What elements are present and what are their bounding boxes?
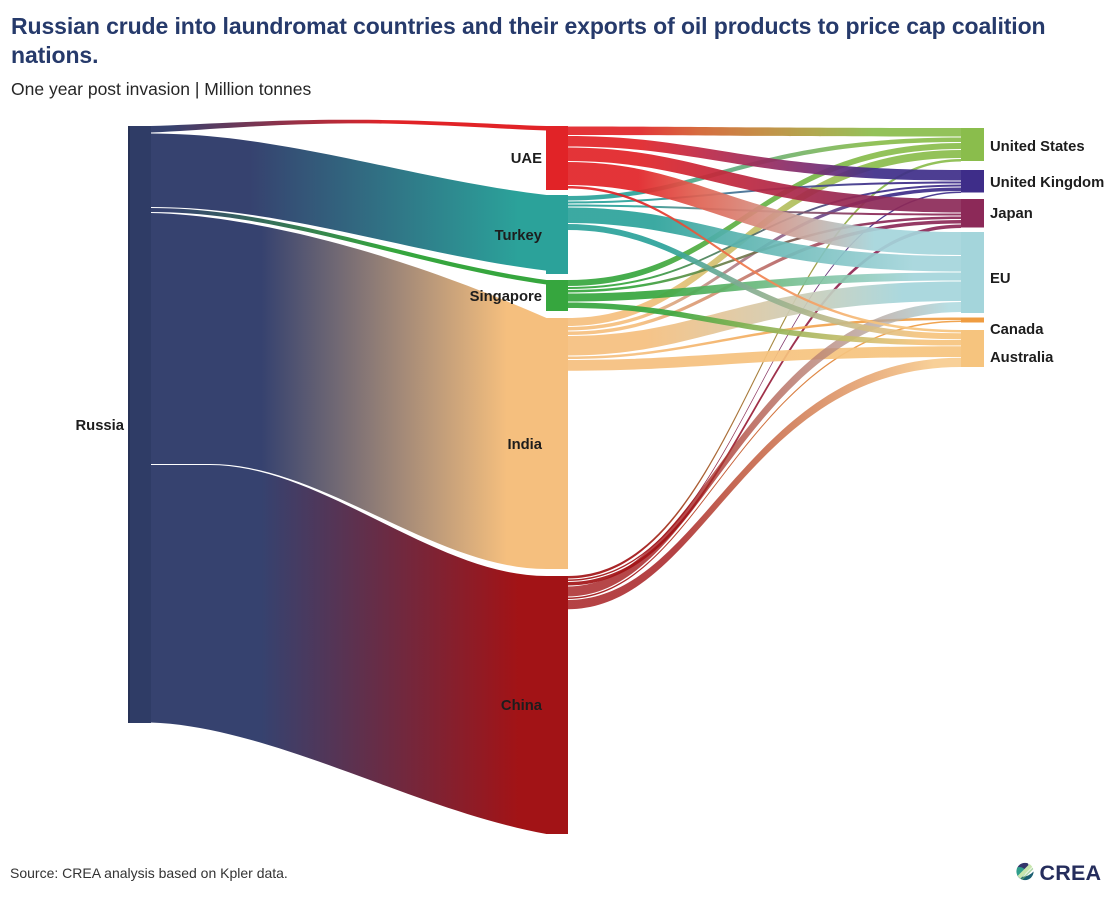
svg-text:EU: EU	[990, 271, 1011, 287]
svg-text:Russia: Russia	[75, 418, 124, 434]
svg-text:United States: United States	[990, 139, 1085, 155]
svg-text:India: India	[507, 437, 542, 453]
svg-text:China: China	[501, 698, 543, 714]
svg-text:Turkey: Turkey	[495, 228, 543, 244]
svg-text:United Kingdom: United Kingdom	[990, 175, 1104, 191]
svg-text:Canada: Canada	[990, 322, 1044, 338]
svg-text:UAE: UAE	[511, 151, 542, 167]
svg-text:Japan: Japan	[990, 206, 1033, 222]
svg-text:Australia: Australia	[990, 350, 1054, 366]
svg-text:CREA: CREA	[1040, 861, 1102, 885]
svg-text:Singapore: Singapore	[470, 289, 542, 305]
